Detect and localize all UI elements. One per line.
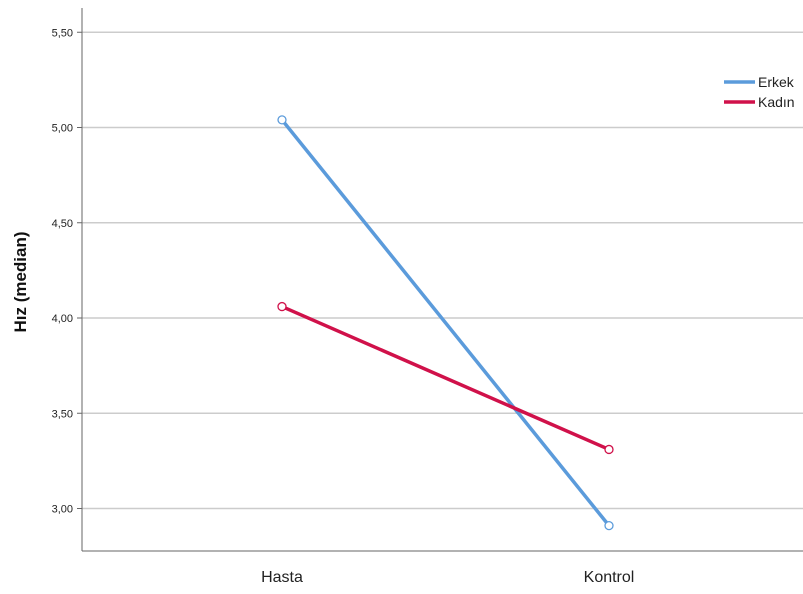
axes xyxy=(81,8,803,552)
y-tick-label: 5,00 xyxy=(52,123,73,135)
series-line xyxy=(280,118,611,527)
x-tick-labels: Hasta Kontrol xyxy=(261,569,634,586)
legend-label: Kadın xyxy=(758,94,795,110)
y-tick-labels: 3,00 3,50 4,00 4,50 5,00 5,50 xyxy=(52,27,82,516)
legend-label: Erkek xyxy=(758,74,795,90)
x-tick-label: Kontrol xyxy=(584,569,635,586)
grid-lines xyxy=(82,31,803,510)
y-axis-title: Hız (median) xyxy=(11,231,30,332)
y-tick-label: 3,50 xyxy=(52,408,73,420)
y-tick-label: 4,50 xyxy=(52,218,73,230)
data-point xyxy=(277,115,287,125)
series-lines xyxy=(277,115,614,531)
x-tick-label: Hasta xyxy=(261,569,303,586)
data-point xyxy=(277,301,287,312)
legend: Erkek Kadın xyxy=(724,74,795,110)
data-point xyxy=(604,520,614,531)
series-line xyxy=(281,304,610,452)
y-tick-label: 4,00 xyxy=(52,313,73,325)
y-tick-label: 3,00 xyxy=(52,504,73,516)
data-point xyxy=(604,444,614,455)
y-tick-label: 5,50 xyxy=(52,27,73,39)
